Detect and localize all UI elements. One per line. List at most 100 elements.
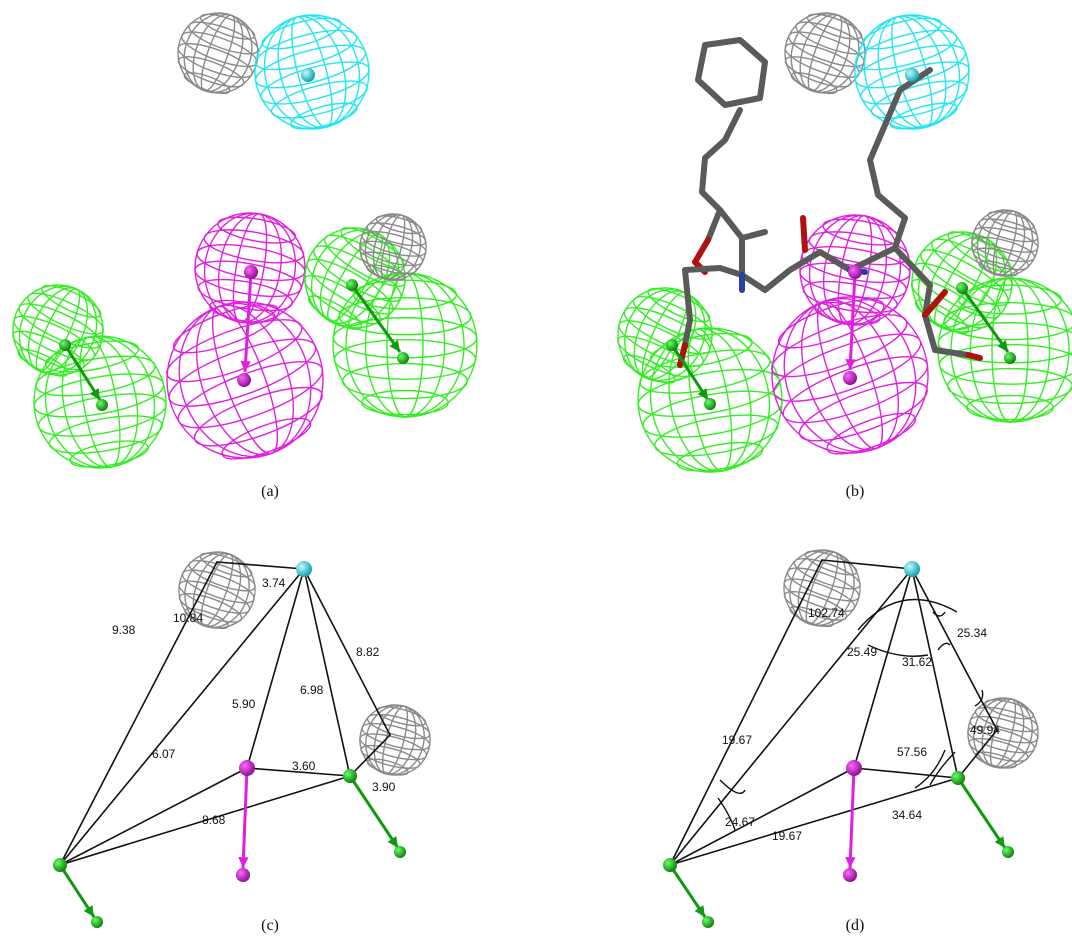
mesh-sphere <box>774 2 877 105</box>
atom-ball <box>301 68 315 82</box>
atom-ball <box>951 771 965 785</box>
parallel <box>288 98 359 134</box>
atom-ball <box>394 846 406 858</box>
edge <box>60 562 217 865</box>
atom-ball <box>843 868 857 882</box>
panel-label: (a) <box>261 483 279 500</box>
parallel <box>339 298 471 335</box>
edge <box>854 768 958 778</box>
atom-ball <box>59 339 71 351</box>
meridian <box>992 278 1028 422</box>
mesh-sphere <box>167 2 270 105</box>
meridian <box>195 12 241 94</box>
vector-shaft <box>850 768 854 868</box>
distance-label: 10.84 <box>173 611 203 625</box>
bond <box>803 218 805 250</box>
parallel <box>343 364 468 399</box>
atom-ball <box>702 916 714 928</box>
atom-ball <box>237 373 251 387</box>
atom-ball <box>1002 846 1014 858</box>
parallel <box>776 343 934 435</box>
angle-label: 19.67 <box>722 733 752 747</box>
atom-ball <box>397 352 409 364</box>
meridian <box>365 273 444 417</box>
meridian <box>358 699 432 781</box>
atom-ball <box>848 265 862 279</box>
parallel <box>268 73 371 125</box>
panel-label: (d) <box>846 917 865 934</box>
atom-ball <box>905 68 919 82</box>
meridian <box>970 278 1049 422</box>
distance-label: 6.07 <box>152 747 176 761</box>
parallel <box>868 73 971 125</box>
meridian <box>173 4 262 102</box>
parallel <box>38 280 104 323</box>
distance-label: 9.38 <box>112 623 136 637</box>
atom-ball <box>239 760 255 776</box>
atom-ball <box>346 279 358 291</box>
angle-label: 49.94 <box>970 723 1000 737</box>
angle-label: 102.74 <box>808 606 845 620</box>
meridian <box>346 273 464 417</box>
sphere-outline <box>352 697 438 783</box>
angle-label: 31.62 <box>902 655 932 669</box>
angle-label: 25.49 <box>847 645 877 659</box>
mesh-sphere <box>352 697 438 783</box>
distance-label: 6.98 <box>300 683 324 697</box>
atom-ball <box>1004 352 1016 364</box>
meridian <box>780 4 869 102</box>
angle-label: 19.67 <box>772 829 802 843</box>
meridian <box>802 12 848 94</box>
mesh-sphere <box>333 273 477 417</box>
atom-ball <box>96 399 108 411</box>
parallel <box>888 98 959 134</box>
angle-arc <box>938 643 950 650</box>
angle-label: 24.67 <box>725 815 755 829</box>
distance-label: 3.90 <box>372 780 396 794</box>
vector-shaft <box>958 778 1005 848</box>
edge <box>822 560 912 569</box>
atom-ball <box>663 858 677 872</box>
edge <box>350 735 390 776</box>
vector-head <box>845 857 855 868</box>
atom-ball <box>904 561 920 577</box>
mesh-sphere <box>773 539 870 636</box>
artwork <box>0 2 1072 928</box>
angle-label: 34.64 <box>892 808 922 822</box>
panel-label: (b) <box>846 483 865 500</box>
atom-ball <box>244 265 258 279</box>
edge <box>912 569 997 730</box>
parallel <box>967 396 1053 420</box>
atom-ball <box>91 916 103 928</box>
bond <box>870 70 930 218</box>
vector-head <box>238 857 248 868</box>
parallel <box>333 318 476 358</box>
atom-ball <box>296 561 312 577</box>
parallel <box>362 391 448 415</box>
angle-label: 57.56 <box>897 745 927 759</box>
edge <box>670 768 854 865</box>
figure: (a) (b) (c) (d) 3.74 9.38 10.84 8.82 5.9… <box>0 0 1072 936</box>
angle-arc <box>975 690 983 706</box>
distance-label: 8.68 <box>202 813 226 827</box>
atom-ball <box>53 858 67 872</box>
angle-label: 25.34 <box>957 626 987 640</box>
atom-ball <box>236 868 250 882</box>
bond <box>698 40 765 105</box>
atom-ball <box>843 371 857 385</box>
bond <box>702 110 740 240</box>
panel-label: (c) <box>261 917 279 934</box>
distance-label: 3.74 <box>262 576 286 590</box>
bond <box>968 355 980 358</box>
atom-ball <box>956 282 968 294</box>
vector-shaft <box>243 768 247 868</box>
labels: (a) (b) (c) (d) 3.74 9.38 10.84 8.82 5.9… <box>112 483 1000 934</box>
distance-label: 3.60 <box>292 759 316 773</box>
parallel <box>948 369 1072 404</box>
distance-label: 8.82 <box>356 645 380 659</box>
edge <box>304 569 350 776</box>
angle-arc <box>720 780 745 793</box>
atom-ball <box>846 760 862 776</box>
bond <box>720 210 765 238</box>
atom-ball <box>704 398 716 410</box>
